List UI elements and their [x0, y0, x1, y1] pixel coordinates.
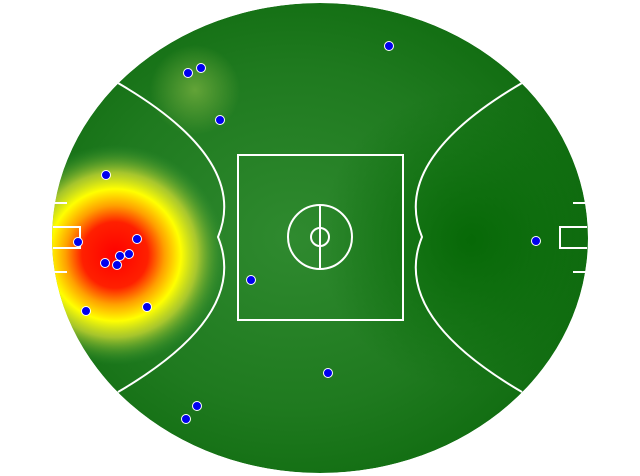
point: [73, 237, 83, 247]
point: [246, 275, 256, 285]
point: [215, 115, 225, 125]
point: [196, 63, 206, 73]
point: [531, 236, 541, 246]
point: [132, 234, 142, 244]
field-lines: [53, 82, 587, 393]
point: [81, 306, 91, 316]
point: [112, 260, 122, 270]
point: [115, 251, 125, 261]
point: [183, 68, 193, 78]
point: [142, 302, 152, 312]
point: [384, 41, 394, 51]
point: [101, 170, 111, 180]
point: [124, 249, 134, 259]
point: [323, 368, 333, 378]
point: [192, 401, 202, 411]
point: [100, 258, 110, 268]
point: [181, 414, 191, 424]
